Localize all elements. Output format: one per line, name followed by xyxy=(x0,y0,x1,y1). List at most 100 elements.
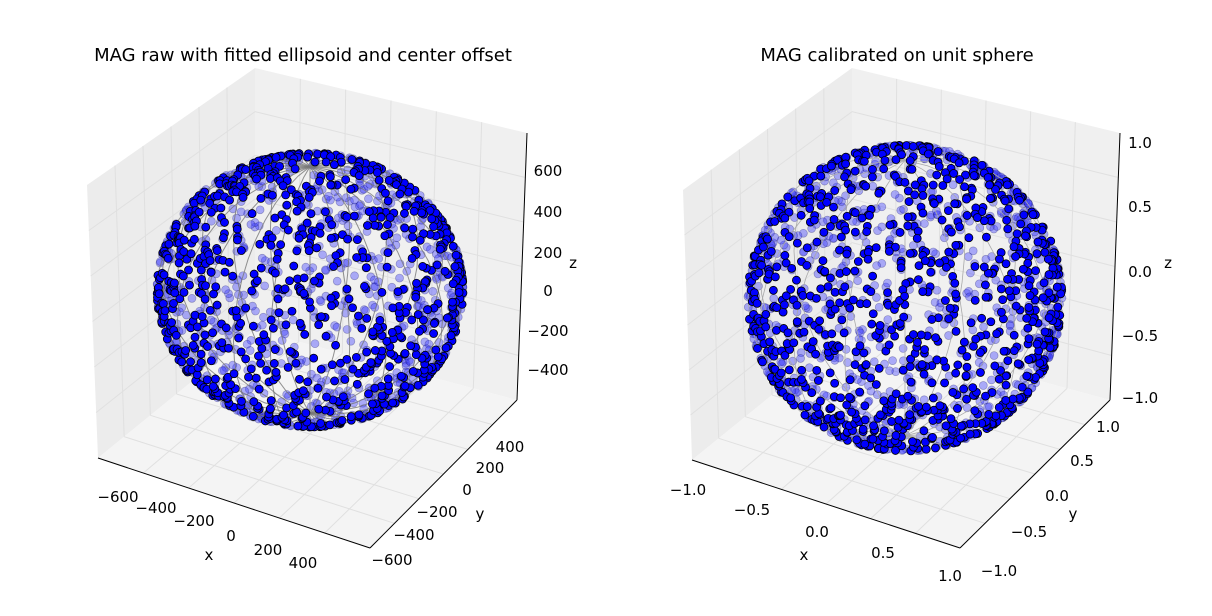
data-point xyxy=(450,262,460,271)
data-point xyxy=(932,355,942,365)
data-point xyxy=(271,226,281,235)
data-point xyxy=(185,280,194,290)
data-point xyxy=(383,220,392,229)
data-point xyxy=(1038,293,1048,303)
data-point xyxy=(412,278,421,288)
data-point xyxy=(313,383,323,393)
data-point xyxy=(262,365,271,375)
data-point xyxy=(819,227,829,237)
data-point xyxy=(871,380,881,389)
data-point xyxy=(908,241,918,250)
data-point xyxy=(211,374,220,384)
data-point xyxy=(220,267,230,277)
data-point xyxy=(303,152,312,162)
data-point xyxy=(232,224,242,234)
data-point xyxy=(343,234,353,244)
data-point xyxy=(875,320,885,330)
data-point xyxy=(796,210,806,220)
data-point xyxy=(797,374,806,384)
data-point xyxy=(341,175,351,185)
data-point xyxy=(761,322,771,332)
data-point xyxy=(899,312,909,322)
data-point xyxy=(318,250,327,260)
data-point xyxy=(219,233,228,243)
data-point xyxy=(266,396,276,405)
data-point xyxy=(884,340,894,350)
data-point xyxy=(981,391,990,401)
data-point xyxy=(342,325,352,334)
data-point xyxy=(969,341,978,351)
data-point xyxy=(784,232,794,242)
plot-raw-ellipsoid: MAG raw with fitted ellipsoid and center… xyxy=(87,45,577,572)
data-point xyxy=(827,329,837,339)
data-point xyxy=(256,193,266,203)
data-point xyxy=(808,337,818,346)
data-point xyxy=(364,389,373,399)
data-point xyxy=(427,214,437,224)
data-point xyxy=(955,222,964,232)
data-point xyxy=(326,180,336,190)
data-point xyxy=(441,343,451,353)
z-tick-label: −0.5 xyxy=(1122,327,1158,345)
data-point xyxy=(962,194,971,204)
data-point xyxy=(376,212,386,222)
data-point xyxy=(896,263,906,273)
data-point xyxy=(1004,286,1014,296)
data-point xyxy=(850,166,860,176)
data-point xyxy=(863,254,873,264)
data-point xyxy=(203,342,212,351)
data-point xyxy=(342,354,352,364)
data-point xyxy=(179,287,189,297)
data-point xyxy=(228,204,238,214)
data-point xyxy=(847,407,857,417)
data-point xyxy=(947,227,956,237)
data-point xyxy=(419,315,428,325)
data-point xyxy=(257,320,267,330)
data-point xyxy=(903,391,913,401)
data-point xyxy=(918,208,928,218)
data-point xyxy=(769,294,779,303)
data-point xyxy=(383,196,393,206)
data-point xyxy=(815,192,825,202)
data-point xyxy=(205,256,215,266)
data-point xyxy=(905,249,915,258)
data-point xyxy=(811,293,821,303)
data-point xyxy=(249,397,259,407)
data-point xyxy=(352,379,362,389)
data-point xyxy=(408,232,417,242)
data-point xyxy=(332,322,342,332)
data-point xyxy=(962,403,972,413)
data-point xyxy=(236,347,246,357)
y-axis-label: y xyxy=(1069,505,1078,523)
data-point xyxy=(887,417,897,426)
data-point xyxy=(326,195,335,205)
data-point xyxy=(196,358,206,368)
data-point xyxy=(291,358,301,368)
data-point xyxy=(994,402,1004,412)
data-point xyxy=(255,239,265,249)
data-point xyxy=(320,207,330,217)
data-point xyxy=(1003,274,1012,284)
data-point xyxy=(835,298,845,308)
data-point xyxy=(306,284,316,294)
data-point xyxy=(1012,229,1022,239)
data-point xyxy=(393,215,403,225)
data-point xyxy=(315,228,325,238)
data-point xyxy=(990,361,1000,371)
data-point xyxy=(968,246,978,256)
data-point xyxy=(270,268,280,278)
data-point xyxy=(921,444,931,454)
data-point xyxy=(206,207,216,217)
data-point xyxy=(190,221,200,231)
data-point xyxy=(907,164,917,174)
data-point xyxy=(885,220,895,230)
data-point xyxy=(908,437,917,446)
data-point xyxy=(914,401,923,411)
data-point xyxy=(307,369,316,379)
z-tick-label: 1.0 xyxy=(1128,134,1152,152)
data-point xyxy=(310,339,320,349)
data-point xyxy=(308,263,318,272)
data-point xyxy=(360,281,369,291)
data-point xyxy=(820,267,830,276)
data-point xyxy=(1024,355,1034,365)
